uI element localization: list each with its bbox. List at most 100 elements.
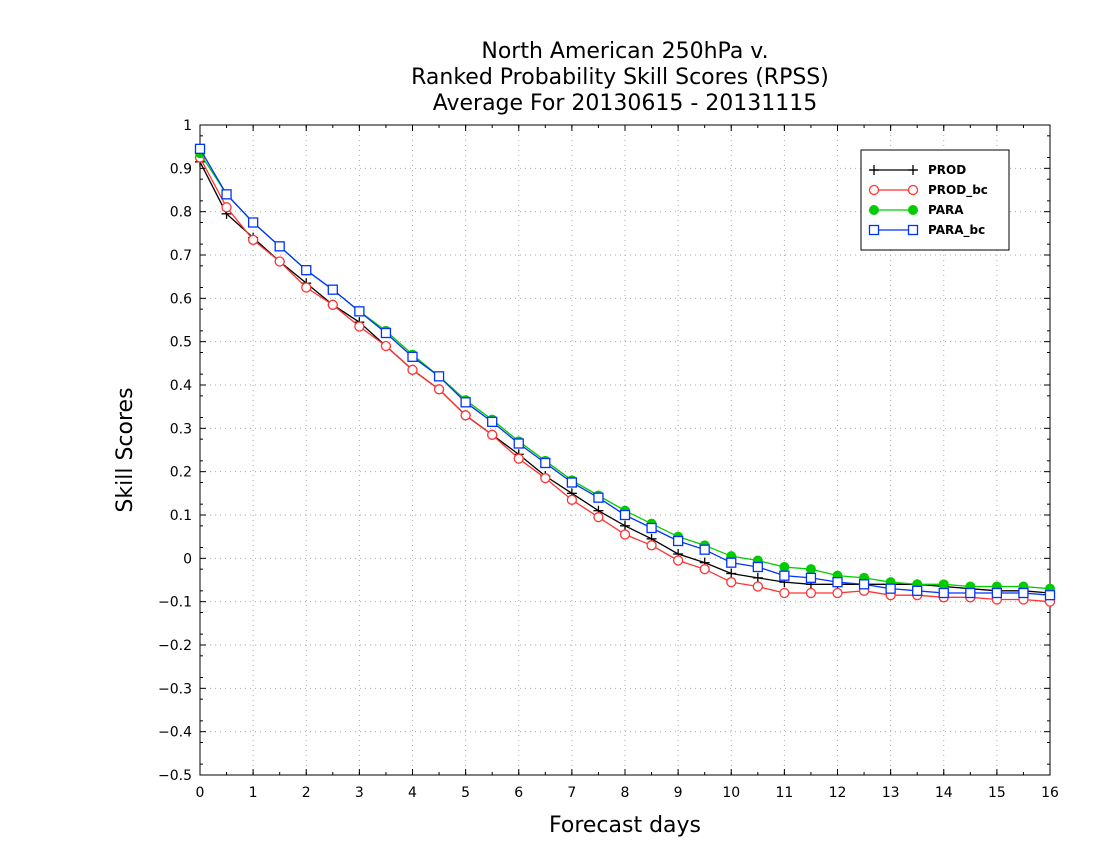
data-point-prod-bc (805, 587, 817, 599)
data-point-prod-bc (619, 529, 631, 540)
x-tick-label: 10 (722, 785, 740, 801)
y-tick-label: 0.2 (170, 465, 192, 481)
axis-ticks: 0 1 2 3 4 5 6 7 8 9 10 11 12 13 14 15 16−0.5−0.4−0.3−0.2… (158, 118, 1059, 801)
data-point-para-bc (832, 577, 843, 588)
legend-entry-prod-bc: PROD_bc (868, 183, 988, 198)
legend-swatch-marker (868, 224, 880, 236)
data-point-prod-bc (380, 340, 392, 352)
y-tick-label: 0.9 (170, 161, 192, 177)
legend-swatch-marker (907, 224, 919, 236)
data-point-prod-bc (221, 202, 232, 213)
data-point-para-bc (593, 492, 604, 503)
series-para-bc (194, 143, 1056, 601)
legend-swatch-marker (868, 184, 880, 196)
y-tick-label: −0.3 (158, 681, 192, 697)
legend-entry-para: PARA (869, 203, 964, 217)
data-point-para-bc (433, 371, 445, 382)
data-point-prod-bc (566, 494, 578, 505)
data-point-para (938, 579, 949, 590)
data-point-prod-bc (779, 587, 790, 599)
data-point-prod-bc (672, 555, 684, 566)
data-point-prod-bc (407, 364, 418, 375)
x-tick-label: 6 (514, 785, 523, 801)
data-point-para-bc (513, 438, 524, 449)
chart-title-line-3: Average For 20130615 - 20131115 (433, 91, 818, 116)
y-tick-label: −0.2 (158, 638, 192, 654)
data-series (194, 143, 1056, 607)
data-point-para (779, 562, 790, 572)
data-point-para-bc (327, 284, 338, 295)
x-tick-label: 13 (882, 785, 900, 801)
x-tick-label: 3 (355, 785, 364, 801)
x-tick-label: 5 (461, 785, 470, 801)
chart-title-line-1: North American 250hPa v. (481, 39, 768, 64)
data-point-prod-bc (327, 299, 338, 310)
y-tick-label: 0 (183, 551, 192, 567)
x-tick-label: 0 (196, 785, 205, 801)
data-point-para-bc (752, 561, 763, 573)
data-point-para-bc (885, 583, 896, 594)
data-point-prod-bc (726, 577, 737, 588)
x-tick-label: 2 (302, 785, 311, 801)
y-tick-label: 0.8 (170, 205, 192, 221)
data-point-prod-bc (301, 282, 312, 293)
y-tick-label: −0.4 (158, 725, 192, 741)
data-point-para-bc (274, 241, 285, 252)
legend-swatch-marker (907, 184, 919, 196)
x-tick-label: 15 (988, 785, 1006, 801)
x-tick-label: 14 (935, 785, 953, 801)
legend-label-para: PARA (928, 203, 964, 217)
x-tick-label: 11 (775, 785, 793, 801)
data-point-prod-bc (487, 429, 498, 440)
data-point-para-bc (805, 572, 817, 583)
legend-swatch-marker (908, 165, 918, 175)
data-point-para-bc (1044, 590, 1056, 601)
data-point-para-bc (460, 397, 471, 408)
data-point-para-bc (646, 522, 657, 534)
x-tick-label: 7 (567, 785, 576, 801)
x-tick-label: 16 (1041, 785, 1059, 801)
data-point-prod-bc (274, 256, 285, 267)
data-point-para-bc (566, 477, 578, 488)
legend-label-para-bc: PARA_bc (928, 223, 985, 238)
y-tick-label: 0.7 (170, 248, 192, 264)
data-point-para-bc (991, 587, 1003, 599)
x-tick-label: 1 (249, 785, 258, 801)
data-point-prod-bc (247, 234, 259, 245)
data-point-prod-bc (832, 587, 843, 599)
data-point-prod-bc (593, 512, 604, 523)
data-point-prod (726, 568, 737, 579)
y-tick-label: 0.4 (170, 378, 192, 394)
data-point-para-bc (965, 587, 976, 599)
data-point-prod-bc (646, 540, 657, 551)
data-point-para-bc (619, 509, 631, 521)
data-point-para-bc (912, 585, 923, 596)
data-point-para-bc (194, 143, 206, 154)
data-point-para-bc (354, 306, 365, 317)
data-point-prod (620, 520, 630, 531)
data-point-para-bc (1018, 587, 1029, 599)
x-tick-label: 9 (674, 785, 683, 801)
data-point-para-bc (487, 416, 498, 427)
y-tick-label: 1 (183, 118, 192, 134)
y-tick-label: 0.1 (170, 508, 192, 524)
data-point-prod-bc (513, 453, 524, 464)
data-point-para-bc (221, 189, 232, 200)
data-point-para-bc (938, 587, 949, 599)
y-tick-label: 0.6 (170, 291, 192, 307)
data-point-para-bc (407, 351, 418, 362)
x-axis-label: Forecast days (549, 813, 701, 838)
data-point-para-bc (301, 265, 312, 276)
legend-label-prod-bc: PROD_bc (928, 183, 988, 198)
data-point-prod-bc (433, 384, 445, 395)
legend-entry-prod: PROD (869, 163, 966, 177)
x-tick-label: 12 (829, 785, 847, 801)
data-point-prod-bc (699, 564, 710, 575)
data-point-prod (752, 572, 763, 583)
y-tick-label: 0.5 (170, 335, 192, 351)
legend: PROD PROD_bc PARA PARA_bc (860, 149, 1010, 251)
grid (200, 125, 1050, 775)
y-axis-label: Skill Scores (113, 387, 138, 512)
data-point-para (805, 564, 816, 575)
